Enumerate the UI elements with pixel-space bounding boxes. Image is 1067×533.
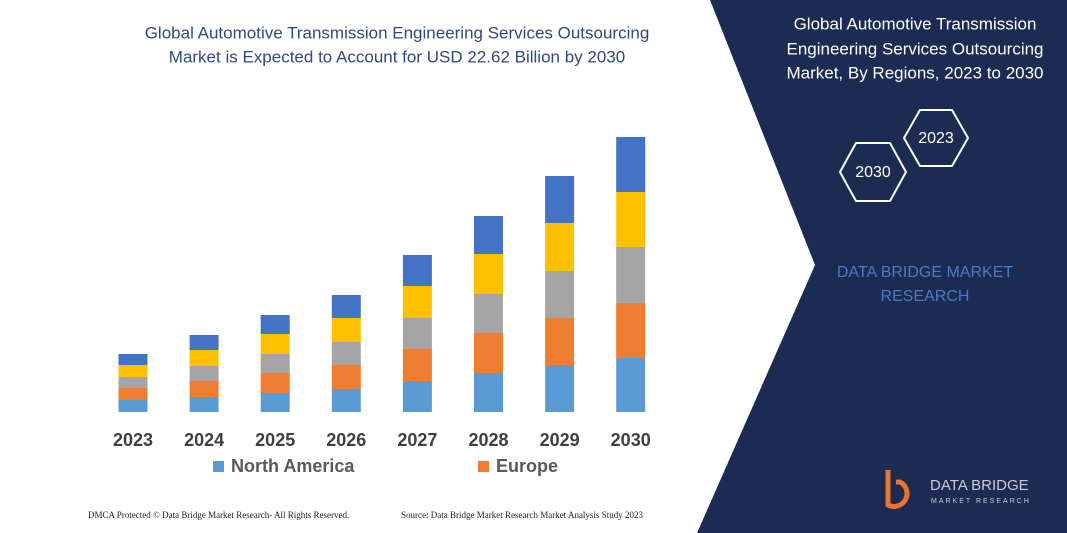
logo-name: DATA BRIDGE: [930, 477, 1029, 494]
bar-segment: [189, 335, 219, 350]
bar-segment: [331, 389, 361, 412]
x-tick-label: 2024: [184, 430, 224, 450]
x-tick-label: 2025: [255, 430, 295, 450]
bar-segment: [616, 137, 646, 192]
bar-segment: [545, 365, 575, 412]
hexagon-label: 2023: [918, 130, 954, 147]
bar-segment: [402, 318, 432, 349]
bar-segment: [331, 365, 361, 389]
x-tick-label: 2030: [611, 430, 651, 450]
bar-segment: [118, 365, 148, 377]
bar-segment: [545, 271, 575, 318]
bar-segment: [260, 334, 290, 354]
side-panel: [697, 0, 1067, 533]
x-tick-label: 2029: [540, 430, 580, 450]
bar-segment: [402, 349, 432, 381]
bar-segment: [474, 254, 503, 294]
panel-title: Market, By Regions, 2023 to 2030: [786, 63, 1043, 82]
footer-text: Source: Data Bridge Market Research Mark…: [401, 510, 643, 520]
logo-icon: [885, 470, 910, 509]
bar-segment: [118, 377, 148, 388]
hexagon: [902, 109, 970, 167]
chart-title: Global Automotive Transmission Engineeri…: [145, 23, 650, 42]
bar-segment: [616, 247, 646, 303]
bar-segment: [616, 303, 646, 358]
bar-segment: [118, 354, 148, 365]
bar-segment: [474, 333, 503, 373]
bar-segment: [331, 318, 361, 342]
bar-segment: [402, 255, 432, 286]
logo-tagline: MARKET RESEARCH: [931, 498, 1031, 505]
bar-segment: [189, 397, 219, 412]
logo: DATA BRIDGE MARKET RESEARCH: [885, 470, 1031, 509]
bar-segment: [260, 373, 290, 393]
bar-segment: [545, 318, 575, 365]
bar-segment: [189, 381, 219, 397]
x-tick-label: 2023: [113, 430, 153, 450]
chart-title: Market is Expected to Account for USD 22…: [169, 47, 625, 66]
legend-label: North America: [231, 456, 355, 476]
x-tick-label: 2026: [326, 430, 366, 450]
bar-segment: [331, 295, 361, 318]
bar-segment: [545, 223, 575, 271]
bar-segment: [189, 366, 219, 381]
bar-segment: [331, 342, 361, 365]
brand-text: RESEARCH: [881, 288, 970, 305]
bar-segment: [474, 294, 503, 333]
legend-swatch: [478, 461, 489, 472]
bar-segment: [474, 373, 503, 412]
bar-segment: [118, 388, 148, 400]
footer-text: DMCA Protected © Data Bridge Market Rese…: [88, 510, 349, 520]
bar-segment: [474, 216, 503, 254]
bar-segment: [402, 286, 432, 318]
x-tick-label: 2027: [397, 430, 437, 450]
hexagon-label: 2030: [855, 164, 891, 181]
bar-segment: [260, 354, 290, 373]
bar-segment: [616, 358, 646, 412]
hexagon: [838, 142, 908, 202]
bar-segment: [118, 400, 148, 412]
x-tick-label: 2028: [468, 430, 508, 450]
legend-swatch: [213, 461, 224, 472]
bar-segment: [545, 176, 575, 223]
panel-title: Engineering Services Outsourcing: [786, 39, 1043, 58]
bar-segment: [189, 350, 219, 366]
legend-label: Europe: [496, 456, 558, 476]
bar-segment: [616, 192, 646, 247]
bar-segment: [402, 381, 432, 412]
bar-segment: [260, 315, 290, 334]
brand-text: DATA BRIDGE MARKET: [837, 264, 1014, 281]
panel-title: Global Automotive Transmission: [794, 14, 1037, 33]
bar-segment: [260, 393, 290, 412]
